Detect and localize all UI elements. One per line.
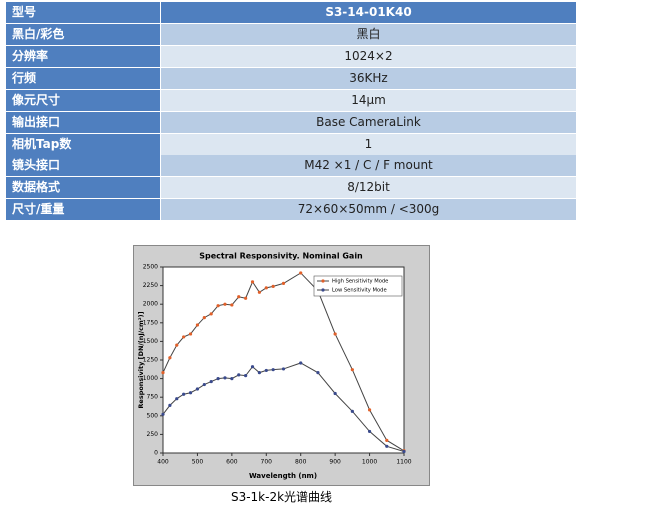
data-point: [264, 368, 268, 373]
x-tick-label: 900: [329, 459, 341, 466]
header-value: S3-14-01K40: [161, 2, 576, 23]
data-point: [216, 304, 220, 308]
y-tick-label: 1250: [143, 357, 158, 364]
data-point: [209, 379, 213, 384]
y-tick-label: 750: [147, 394, 159, 401]
y-tick-label: 2500: [143, 264, 158, 271]
x-tick-label: 600: [226, 459, 238, 466]
row-key: 数据格式: [6, 177, 160, 199]
caption: S3-1k-2k光谱曲线: [230, 490, 333, 504]
legend-box: [313, 275, 403, 297]
chart-title: Spectral Responsivity. Nominal Gain: [199, 252, 363, 261]
y-tick-label: 500: [147, 412, 159, 419]
data-point: [257, 371, 261, 375]
row-value: 1: [161, 133, 576, 155]
data-point: [230, 303, 234, 307]
header-key: 型号: [6, 2, 160, 23]
data-point: [316, 371, 320, 375]
data-point: [175, 343, 179, 347]
data-point: [161, 371, 165, 375]
row-key: 镜头接口: [6, 155, 160, 177]
data-point: [385, 444, 389, 448]
row-key: 输出接口: [6, 111, 160, 133]
row-value: 8/12bit: [161, 177, 576, 199]
row-key: 分辨率: [6, 45, 160, 67]
data-point: [230, 377, 234, 381]
data-point: [161, 412, 165, 416]
data-point: [271, 368, 275, 372]
data-point: [244, 374, 248, 378]
y-tick-label: 1750: [143, 319, 158, 326]
data-point: [202, 382, 206, 387]
data-point: [175, 397, 179, 401]
x-tick-label: 500: [192, 459, 204, 466]
row-value: 1024×2: [161, 45, 576, 67]
data-point: [168, 403, 172, 407]
row-value: 14μm: [161, 89, 576, 111]
x-tick-label: 1100: [396, 459, 411, 466]
row-key: 尺寸/重量: [6, 199, 160, 221]
y-axis-label: Responsivity [DN/(nJ/cm²)]: [137, 311, 145, 408]
data-point: [367, 408, 372, 412]
data-point: [168, 356, 172, 360]
data-point: [333, 391, 337, 396]
row-key: 像元尺寸: [6, 89, 160, 111]
data-point: [216, 377, 220, 381]
data-point: [250, 365, 255, 369]
x-axis-label: Wavelength (nm): [249, 472, 317, 480]
data-point: [299, 361, 303, 365]
data-point: [402, 449, 406, 454]
data-point: [333, 332, 337, 336]
y-tick-label: 2000: [143, 301, 158, 308]
data-point: [182, 335, 186, 339]
legend-marker: [321, 288, 325, 292]
row-value: Base CameraLink: [161, 111, 576, 133]
row-value: 72×60×50mm / <300g: [161, 199, 576, 221]
row-value: 36KHz: [161, 67, 576, 89]
data-point: [209, 312, 213, 316]
data-point: [264, 286, 268, 290]
data-point: [281, 281, 286, 285]
row-value: M42 ×1 / C / F mount: [161, 155, 576, 177]
y-tick-label: 1500: [143, 338, 158, 345]
data-point: [237, 373, 241, 377]
data-point: [244, 296, 248, 300]
data-point: [188, 332, 193, 336]
y-tick-label: 2250: [143, 282, 158, 289]
row-key: 相机Tap数: [6, 133, 160, 155]
legend-label: High Sensitivity Mode: [332, 279, 388, 285]
data-point: [195, 387, 200, 391]
data-point: [202, 315, 206, 320]
data-point: [223, 376, 227, 380]
data-point: [385, 438, 389, 442]
x-tick-label: 1000: [362, 459, 377, 466]
x-tick-label: 700: [261, 459, 273, 466]
data-point: [223, 302, 227, 306]
x-tick-label: 800: [295, 459, 307, 466]
data-point: [188, 391, 193, 395]
legend-marker: [321, 279, 325, 283]
data-point: [281, 367, 286, 371]
data-point: [299, 271, 303, 275]
legend-label: Low Sensitivity Mode: [332, 288, 387, 294]
data-point: [350, 409, 354, 413]
plot-area: [162, 266, 405, 454]
x-tick-label: 400: [157, 459, 169, 466]
row-value: 黑白: [161, 24, 576, 45]
y-tick-label: 0: [154, 450, 158, 457]
row-key: 黑白/彩色: [6, 24, 160, 45]
data-point: [257, 290, 261, 294]
data-point: [350, 368, 354, 372]
chart: Spectral Responsivity. Nominal Gain Wave…: [133, 245, 430, 486]
data-point: [367, 429, 372, 434]
data-point: [250, 280, 255, 284]
data-point: [182, 392, 186, 396]
y-tick-label: 1000: [143, 375, 158, 382]
data-point: [237, 295, 241, 299]
data-point: [195, 323, 200, 327]
y-tick-label: 250: [147, 431, 159, 438]
row-key: 行频: [6, 67, 160, 89]
data-point: [271, 284, 275, 288]
